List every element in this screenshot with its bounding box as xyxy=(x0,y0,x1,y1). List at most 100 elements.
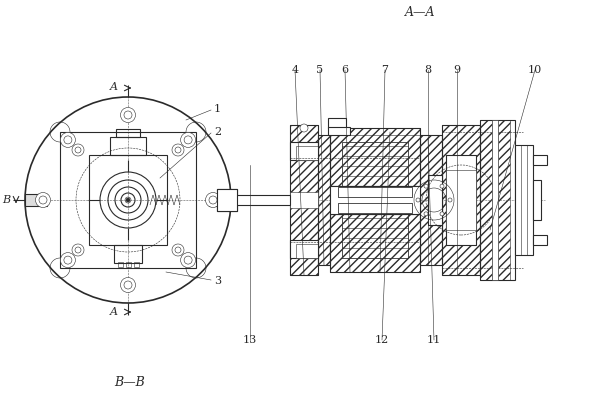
Text: 12: 12 xyxy=(375,335,389,345)
Circle shape xyxy=(440,184,444,188)
Bar xyxy=(330,128,420,186)
Bar xyxy=(126,262,131,267)
Text: 9: 9 xyxy=(454,65,461,75)
Bar xyxy=(116,129,140,137)
Circle shape xyxy=(75,147,81,153)
Text: 8: 8 xyxy=(424,65,431,75)
Text: 4: 4 xyxy=(292,65,299,75)
Bar xyxy=(330,214,420,272)
Bar xyxy=(515,145,533,255)
Bar xyxy=(330,186,420,214)
Text: 2: 2 xyxy=(214,127,221,137)
Bar xyxy=(420,135,442,265)
Circle shape xyxy=(175,147,181,153)
Bar xyxy=(330,214,420,272)
Circle shape xyxy=(124,111,132,119)
Circle shape xyxy=(172,144,184,156)
Circle shape xyxy=(121,108,136,122)
Text: B—B: B—B xyxy=(115,376,145,388)
Bar xyxy=(446,170,476,230)
Circle shape xyxy=(205,192,221,208)
Bar xyxy=(498,120,510,280)
Bar xyxy=(114,245,142,263)
Bar xyxy=(428,175,442,225)
Text: A: A xyxy=(110,82,118,92)
Bar xyxy=(442,125,480,275)
Bar xyxy=(290,142,318,160)
Circle shape xyxy=(64,136,72,144)
Text: A: A xyxy=(110,307,118,317)
Bar xyxy=(342,214,408,258)
Bar xyxy=(60,132,196,268)
Bar xyxy=(480,120,515,280)
Bar xyxy=(89,155,167,245)
Bar xyxy=(217,189,237,211)
Text: 3: 3 xyxy=(214,276,221,286)
Circle shape xyxy=(61,132,76,147)
Bar xyxy=(118,262,123,267)
Bar xyxy=(328,127,350,135)
Circle shape xyxy=(181,132,196,147)
Text: 7: 7 xyxy=(382,65,389,75)
Bar xyxy=(492,120,498,280)
Circle shape xyxy=(181,253,196,268)
Circle shape xyxy=(124,281,132,289)
Text: 11: 11 xyxy=(427,335,441,345)
Text: A—A: A—A xyxy=(405,6,435,18)
Bar xyxy=(533,235,547,245)
Bar xyxy=(225,195,290,205)
Text: 6: 6 xyxy=(341,65,349,75)
Text: 5: 5 xyxy=(316,65,323,75)
Bar xyxy=(480,120,492,280)
Bar xyxy=(446,155,476,245)
Bar xyxy=(290,192,318,208)
Circle shape xyxy=(126,198,130,202)
Bar xyxy=(290,125,318,275)
Circle shape xyxy=(175,247,181,253)
Text: 13: 13 xyxy=(243,335,257,345)
Bar xyxy=(318,135,330,265)
Bar xyxy=(338,203,412,213)
Circle shape xyxy=(61,253,76,268)
Bar xyxy=(342,142,408,186)
Bar xyxy=(330,186,420,214)
Bar xyxy=(420,135,442,265)
Bar xyxy=(446,155,476,245)
Circle shape xyxy=(184,136,192,144)
Circle shape xyxy=(172,244,184,256)
Bar xyxy=(290,125,318,275)
Bar xyxy=(338,187,412,197)
Bar xyxy=(134,262,139,267)
Circle shape xyxy=(35,192,50,208)
Bar xyxy=(342,142,408,186)
Bar xyxy=(533,155,547,165)
Bar xyxy=(338,203,412,213)
Circle shape xyxy=(75,247,81,253)
Bar xyxy=(328,118,346,128)
Text: B: B xyxy=(2,195,10,205)
Bar xyxy=(209,194,231,206)
Circle shape xyxy=(184,256,192,264)
Bar xyxy=(296,146,318,160)
Bar xyxy=(338,187,412,197)
Text: B: B xyxy=(246,195,254,205)
Circle shape xyxy=(424,212,428,216)
Bar xyxy=(217,189,237,211)
Circle shape xyxy=(72,144,84,156)
Bar xyxy=(330,128,420,186)
Bar xyxy=(442,125,480,275)
Circle shape xyxy=(39,196,47,204)
Text: 10: 10 xyxy=(528,65,542,75)
Circle shape xyxy=(448,198,452,202)
Circle shape xyxy=(121,278,136,292)
Circle shape xyxy=(416,198,420,202)
Circle shape xyxy=(440,212,444,216)
Bar xyxy=(110,137,146,155)
Circle shape xyxy=(300,124,308,132)
Circle shape xyxy=(209,196,217,204)
Bar xyxy=(533,180,541,220)
Bar xyxy=(428,175,442,225)
Bar xyxy=(217,189,237,211)
Bar xyxy=(290,240,318,258)
Bar xyxy=(342,214,408,258)
